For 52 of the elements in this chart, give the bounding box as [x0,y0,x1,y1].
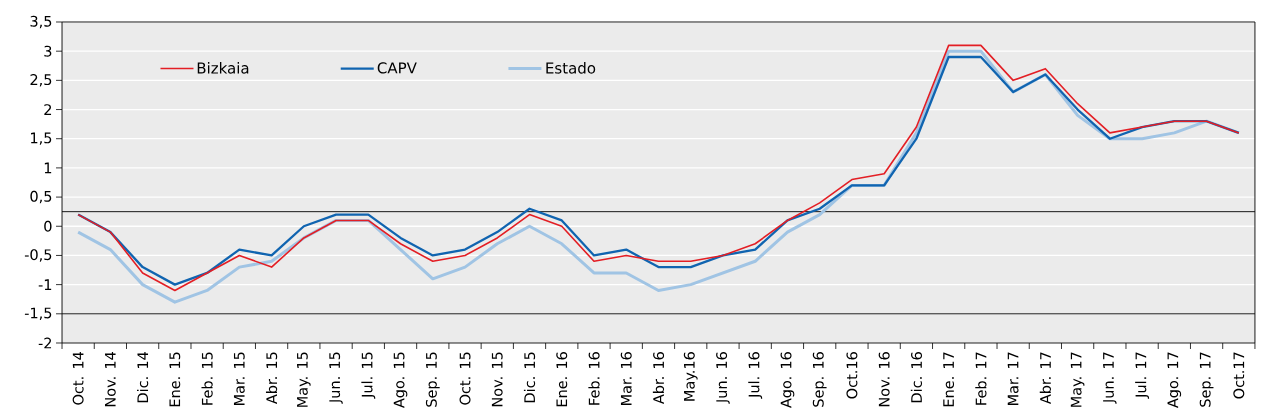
x-tick-label: Oct. 15 [459,352,471,405]
x-tick-label: Jul. 16 [748,352,763,399]
y-tick-label: -0,5 [24,249,52,262]
x-tick-label: Jun. 15 [329,352,343,404]
x-tick-label: Nov. 15 [491,352,503,407]
x-tick-label: Jun. 17 [1103,352,1117,404]
x-tick-label: Feb. 17 [975,352,987,405]
y-tick-label: 2,5 [30,74,52,87]
y-tick-label: 1,5 [31,132,52,145]
x-tick-label: May.16 [683,352,698,401]
x-tick-label: Ene. 17 [943,352,955,407]
x-tick-label: Sep. 15 [425,352,440,407]
x-tick-label: Ago. 16 [780,352,795,409]
x-tick-label: Nov. 14 [105,351,116,407]
x-tick-label: Mar. 16 [620,352,632,405]
x-tick-label: Feb. 15 [201,352,213,405]
y-tick-label: 2 [44,104,52,115]
x-tick-label: Ago. 15 [393,352,408,409]
x-tick-label: Oct.17 [1233,352,1245,399]
y-tick-label: 3 [44,45,52,57]
y-tick-label: -1 [38,279,52,290]
x-tick-label: Dic. 14 [137,352,149,403]
y-tick-label: 3,5 [30,15,52,29]
x-tick-label: May. 17 [1070,352,1085,407]
x-tick-label: Jun. 16 [716,352,730,404]
legend-label: Estado [546,62,596,74]
legend-label: Bizkaia [197,62,249,74]
x-tick-label: Abr. 16 [652,352,665,405]
x-tick-label: Ago. 17 [1167,352,1182,409]
x-tick-label: Sep. 17 [1199,352,1214,407]
legend-label: CAPV [377,62,417,74]
y-tick-label: 1 [44,162,52,174]
x-tick-label: Ene. 16 [556,352,568,407]
x-tick-label: Mar. 15 [233,352,245,405]
x-tick-label: Jul. 17 [1135,352,1150,399]
x-tick-label: Dic. 15 [523,352,536,403]
x-tick-label: Mar. 17 [1007,352,1019,405]
x-tick-label: Abr. 17 [1039,352,1051,405]
x-tick-label: Nov. 16 [878,352,890,407]
y-tick-label: -1,5 [24,307,52,320]
x-tick-label: Dic. 16 [910,352,923,403]
x-tick-label: Oct.16 [846,352,858,399]
y-tick-label: -2 [38,337,52,349]
x-tick-label: Jul. 15 [361,352,376,399]
x-tick-label: Ene. 15 [169,352,181,407]
x-tick-label: Oct. 14 [72,352,84,405]
y-tick-label: 0,5 [30,190,52,204]
x-tick-label: Abr. 15 [265,352,278,405]
x-tick-label: Feb. 16 [588,352,600,405]
x-tick-label: Sep. 16 [812,352,827,407]
x-tick-label: May. 15 [297,352,311,407]
y-tick-label: 0 [44,220,52,232]
